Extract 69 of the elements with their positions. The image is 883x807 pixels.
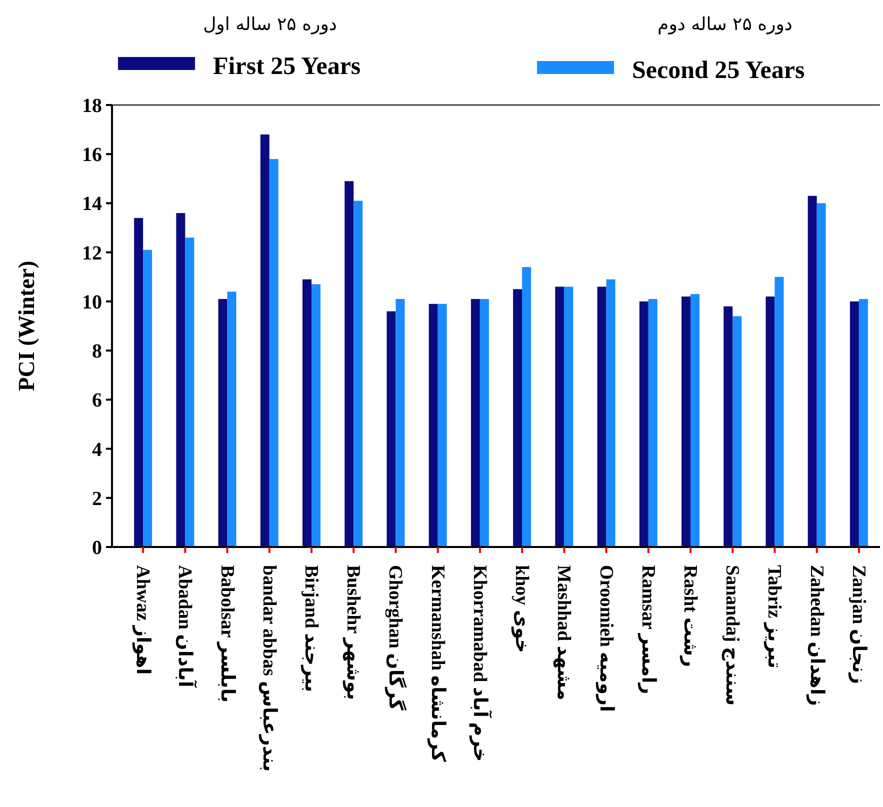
x-tick-label: Khorramabad خرم آباد xyxy=(468,565,493,762)
x-tick-label: Kermanshah کرمانشاه xyxy=(426,565,448,763)
bar xyxy=(850,301,859,547)
legend-label: Second 25 Years xyxy=(632,57,805,84)
y-tick-label: 10 xyxy=(82,291,102,314)
bar xyxy=(344,181,354,547)
x-tick-label: Babolsar بابلسر xyxy=(216,565,238,703)
bar xyxy=(185,238,194,547)
bar xyxy=(227,292,236,547)
x-tick-label: Ghorghan گرگان xyxy=(384,565,408,712)
x-tick-label: Birjand بیرجند xyxy=(300,565,322,692)
x-tick-label: Zahedan زاهدان xyxy=(806,565,827,706)
bar xyxy=(732,316,742,547)
bar xyxy=(639,301,648,547)
bar xyxy=(480,298,489,547)
y-tick-label: 6 xyxy=(92,390,102,412)
bar xyxy=(858,298,868,547)
x-tick-label: Ramsar رامسر xyxy=(637,565,658,694)
y-tick-label: 12 xyxy=(82,242,102,264)
x-tick-label: Abadan آبادان xyxy=(174,565,198,688)
x-tick-label: Mashhad مشهد xyxy=(553,565,574,700)
y-tick-label: 0 xyxy=(92,537,102,559)
text: دوره ۲۵ ساله دوم xyxy=(658,14,792,35)
bar xyxy=(428,304,438,547)
x-tick-label: Sanandaj سنندج xyxy=(722,565,743,706)
text: دوره ۲۵ ساله اول xyxy=(203,14,337,35)
bar xyxy=(774,276,784,547)
bar xyxy=(354,200,363,547)
bar xyxy=(522,267,532,547)
bar xyxy=(312,284,320,547)
y-tick-label: 8 xyxy=(92,340,102,363)
bar xyxy=(555,286,564,547)
bar xyxy=(386,311,396,547)
bar xyxy=(269,159,278,547)
x-tick-label: bandar abbas بندرعباس xyxy=(258,565,280,772)
bar xyxy=(302,279,312,547)
bar xyxy=(176,213,186,547)
y-axis-title: PCI (Winter) xyxy=(14,260,39,392)
bar xyxy=(513,289,522,547)
bar xyxy=(470,298,480,547)
bar xyxy=(816,203,826,547)
x-tick-label: Oroomieh ارومیه xyxy=(595,565,616,712)
x-tick-label: Ahwaz اهواز xyxy=(132,565,154,675)
legend-label: First 25 Years xyxy=(213,53,361,80)
y-tick-label: 2 xyxy=(92,488,102,510)
bar xyxy=(143,250,152,547)
bar xyxy=(218,298,228,547)
bar xyxy=(808,196,817,547)
bar xyxy=(648,298,658,547)
y-tick-label: 18 xyxy=(82,95,102,117)
bar xyxy=(606,279,616,547)
bar xyxy=(690,294,700,547)
y-tick-label: 4 xyxy=(92,438,102,461)
bar xyxy=(260,134,270,547)
bar xyxy=(766,296,775,547)
bar xyxy=(396,298,405,547)
bar xyxy=(564,286,574,547)
y-tick-label: 16 xyxy=(82,144,102,166)
bar xyxy=(134,218,144,547)
x-tick-label: khoy خوی xyxy=(511,565,532,653)
bar xyxy=(438,304,447,547)
bar xyxy=(682,296,690,547)
bar xyxy=(597,286,606,547)
x-tick-label: Zanjan زنجان xyxy=(848,565,869,684)
x-tick-label: Bushehr بوشهر xyxy=(342,565,364,700)
bar xyxy=(724,306,733,547)
x-tick-label: Tabriz تبریز xyxy=(764,565,785,669)
x-tick-label: Rasht رشت xyxy=(680,565,700,668)
y-tick-label: 14 xyxy=(82,193,102,216)
